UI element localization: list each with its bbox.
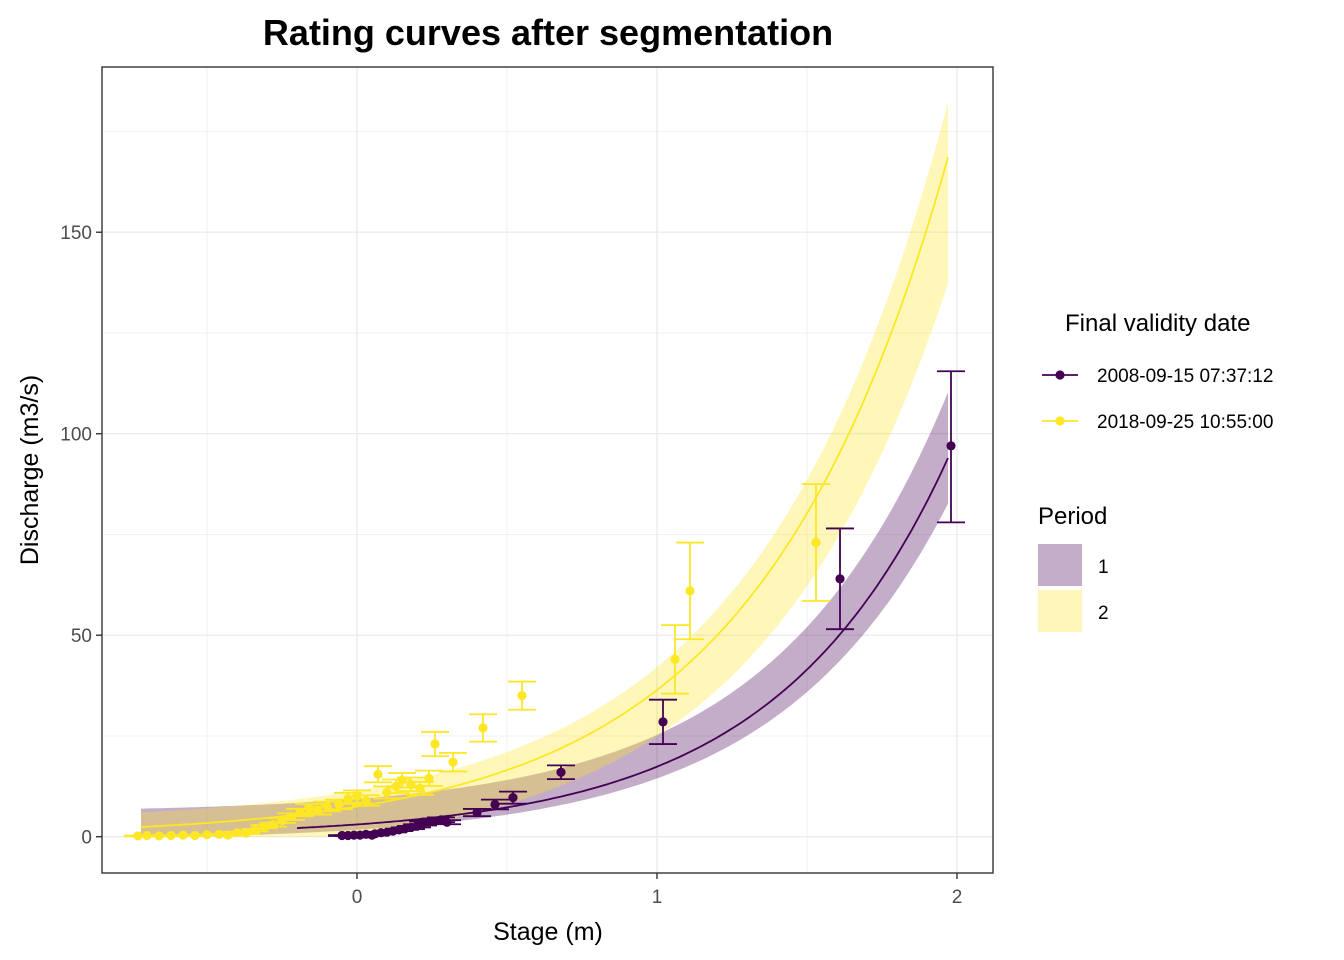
rating-curves xyxy=(140,157,949,829)
gauging-point xyxy=(556,767,566,777)
gauging-point xyxy=(415,783,425,793)
gauging-point xyxy=(391,781,401,791)
gauging-point xyxy=(166,830,176,841)
gauging-point xyxy=(472,807,482,818)
legend-colour-label: 2018-09-25 10:55:00 xyxy=(1097,412,1273,433)
gauging-point xyxy=(442,817,452,827)
uncertainty-bands xyxy=(141,102,948,837)
gauging-point xyxy=(343,793,353,804)
y-axis-title: Discharge (m3/s) xyxy=(16,375,44,565)
gauging-point xyxy=(304,803,314,814)
legend-colour-key: 2018-09-25 10:55:00 xyxy=(1042,412,1273,433)
gauging-point xyxy=(382,787,392,798)
y-tick-label: 150 xyxy=(60,223,92,244)
uncertainty-band-period-2 xyxy=(141,102,948,837)
gauging-point xyxy=(424,773,434,783)
gauging-point xyxy=(250,825,260,835)
gauging-point xyxy=(670,654,680,665)
gauging-point xyxy=(352,791,362,802)
gauging-point xyxy=(214,829,224,839)
x-axis-ticks: 0 1 2 xyxy=(352,873,963,908)
gauging-point xyxy=(154,831,164,841)
x-tick-label: 0 xyxy=(352,887,363,908)
gauging-point xyxy=(334,799,344,810)
legend-key-point xyxy=(1055,370,1065,380)
plot-panel xyxy=(101,66,994,874)
rating-curve-line xyxy=(140,157,949,828)
legend-fill-label: 2 xyxy=(1098,603,1109,624)
gauging-point xyxy=(322,801,332,812)
legend-fill-keys: 12 xyxy=(1038,544,1109,632)
gauging-point xyxy=(268,820,278,830)
gauging-point xyxy=(490,799,500,810)
legend-colour-title: Final validity date xyxy=(1065,310,1250,337)
gauging-point xyxy=(202,830,212,840)
gauging-point xyxy=(361,795,371,806)
gauging-point xyxy=(946,441,956,451)
gauging-point xyxy=(223,830,233,840)
gauging-point xyxy=(406,779,416,789)
gauging-point xyxy=(232,828,242,838)
gauging-point xyxy=(313,805,323,816)
plot-panel-background xyxy=(102,67,993,873)
gauging-point xyxy=(430,739,440,749)
rating-curve-line xyxy=(296,457,949,829)
legend-fill-key: 1 xyxy=(1038,544,1109,586)
plot-panel-border xyxy=(101,66,994,874)
y-tick-label: 0 xyxy=(81,828,92,849)
legend-fill-swatch xyxy=(1038,590,1082,632)
gauging-point xyxy=(277,816,287,826)
minor-gridlines xyxy=(102,67,993,873)
gauging-point xyxy=(241,828,251,838)
legend: Final validity date 2008-09-15 07:37:122… xyxy=(1038,310,1273,632)
legend-colour-key: 2008-09-15 07:37:12 xyxy=(1042,366,1273,387)
y-axis-ticks: 0 50 100 150 xyxy=(60,223,102,849)
legend-colour-keys: 2008-09-15 07:37:12 2018-09-25 10:55:00 xyxy=(1042,366,1273,433)
legend-fill-title: Period xyxy=(1038,503,1107,530)
gauging-point xyxy=(811,537,821,548)
gauging-point xyxy=(259,822,269,832)
gauging-point xyxy=(286,811,296,822)
gauging-point xyxy=(295,807,305,818)
x-tick-label: 2 xyxy=(952,887,963,908)
y-tick-label: 50 xyxy=(71,626,92,647)
legend-fill-swatch xyxy=(1038,544,1082,586)
gauging-point xyxy=(373,769,383,779)
legend-colour-label: 2008-09-15 07:37:12 xyxy=(1097,366,1273,387)
legend-key-point xyxy=(1055,416,1065,426)
gauging-point xyxy=(478,723,488,733)
gauging-point xyxy=(685,586,695,596)
gauging-point xyxy=(133,831,143,841)
legend-fill-key: 2 xyxy=(1038,590,1109,632)
gauging-point xyxy=(508,793,518,803)
gauging-points xyxy=(133,441,956,841)
gauging-point xyxy=(658,717,668,727)
y-tick-label: 100 xyxy=(60,425,92,446)
gauging-point xyxy=(448,757,458,767)
major-gridlines xyxy=(102,67,993,873)
gauging-point xyxy=(190,830,200,841)
legend-fill-label: 1 xyxy=(1098,557,1109,578)
gauging-point xyxy=(397,775,407,785)
gauging-point xyxy=(517,691,527,701)
chart-title: Rating curves after segmentation xyxy=(263,12,833,53)
x-tick-label: 1 xyxy=(652,887,663,908)
gauging-point xyxy=(835,574,845,584)
uncertainty-band-period-1 xyxy=(141,392,948,837)
gauging-point xyxy=(142,830,152,841)
gauging-point xyxy=(178,830,188,840)
x-axis-title: Stage (m) xyxy=(493,918,603,946)
